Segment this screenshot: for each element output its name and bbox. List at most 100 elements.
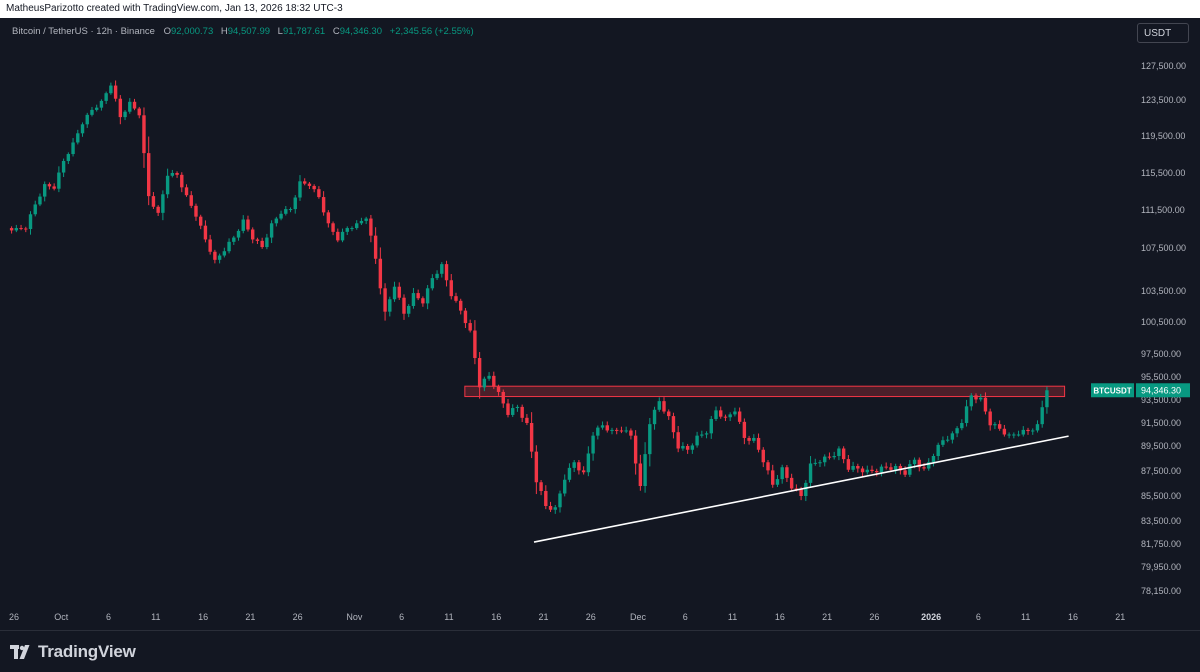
candle-body <box>799 489 803 496</box>
candle-body <box>723 416 728 418</box>
tradingview-logo[interactable]: TradingView <box>10 642 136 662</box>
candle-body <box>236 230 241 238</box>
candle-body <box>288 209 293 211</box>
y-axis-tick-label: 107,500.00 <box>1141 243 1186 253</box>
candle-body <box>151 196 156 207</box>
candle-body <box>657 401 661 410</box>
y-axis-tick-label: 115,500.00 <box>1141 168 1185 178</box>
candle-body <box>633 435 638 464</box>
candle-body <box>983 397 988 412</box>
candle-body <box>189 195 193 206</box>
candle-body <box>383 288 387 312</box>
candle-body <box>350 228 354 230</box>
candlestick-chart[interactable]: 127,500.00 123,500.00 119,500.00 115,500.00… <box>0 18 1200 630</box>
candle-body <box>733 411 737 415</box>
candle-body <box>714 410 718 419</box>
x-axis-tick-label: 16 <box>491 612 501 622</box>
candle-body <box>57 172 61 189</box>
candle-body <box>931 456 936 463</box>
candle-body <box>629 430 633 436</box>
candle-body <box>454 296 458 301</box>
candle-body <box>14 228 19 231</box>
x-axis-tick-label: 11 <box>1021 612 1030 622</box>
candle-body <box>99 100 104 108</box>
candle-body <box>378 258 383 289</box>
candle-body <box>128 101 132 112</box>
candle-body <box>875 471 879 473</box>
candle-body <box>667 411 671 417</box>
candle-body <box>813 462 817 464</box>
candle-body <box>147 153 151 197</box>
candle-body <box>274 218 279 224</box>
y-axis-tick-label: 123,500.00 <box>1141 95 1186 105</box>
candle-body <box>728 414 732 418</box>
candle-body <box>496 386 501 392</box>
candle-body <box>9 228 14 231</box>
candle-body <box>241 219 245 231</box>
symbol-legend[interactable]: Bitcoin / TetherUS · 12h · Binance O92,0… <box>12 26 479 37</box>
symbol-name[interactable]: Bitcoin / TetherUS · 12h · Binance <box>12 26 155 37</box>
candle-body <box>544 491 548 506</box>
candle-body <box>19 228 23 230</box>
candle-body <box>161 194 165 213</box>
candle-body <box>293 197 297 210</box>
candle-body <box>841 448 846 460</box>
candle-body <box>392 286 397 300</box>
candle-body <box>359 220 364 224</box>
candle-body <box>38 196 42 205</box>
y-axis-tick-label: 89,500.00 <box>1141 441 1181 451</box>
candle-body <box>889 467 893 470</box>
x-axis-tick-label: Oct <box>54 612 69 622</box>
candle-body <box>520 406 524 418</box>
candle-body <box>648 424 652 455</box>
chart-area[interactable]: 127,500.00 123,500.00 119,500.00 115,500.00… <box>0 18 1200 630</box>
candle-body <box>600 425 605 428</box>
candle-body <box>643 454 647 486</box>
candle-body <box>506 403 510 415</box>
x-axis-tick-label: 11 <box>444 612 453 622</box>
candle-body <box>482 378 487 388</box>
candle-body <box>397 286 401 298</box>
candle-body <box>255 239 260 241</box>
x-axis-tick-label: 16 <box>775 612 785 622</box>
change-value: +2,345.56 (+2.55%) <box>389 26 474 37</box>
candle-body <box>789 477 794 489</box>
candle-body <box>421 298 425 304</box>
candle-body <box>941 440 945 445</box>
attribution-text: MatheusParizotto created with TradingVie… <box>6 3 343 14</box>
candle-body <box>113 85 118 99</box>
x-axis-tick-label: 11 <box>151 612 160 622</box>
candle-body <box>468 323 472 331</box>
close-label: C <box>332 26 340 37</box>
candle-body <box>771 470 775 485</box>
candle-body <box>572 462 576 468</box>
candle-body <box>217 255 222 260</box>
candle-body <box>345 228 349 232</box>
candle-body <box>435 273 439 279</box>
y-axis-tick-label: 97,500.00 <box>1141 349 1181 359</box>
candle-body <box>832 456 836 458</box>
currency-button[interactable]: USDT <box>1137 23 1189 43</box>
x-axis-tick-label: 6 <box>683 612 688 622</box>
candle-body <box>1035 424 1040 431</box>
candle-body <box>898 466 903 471</box>
candle-body <box>610 429 614 431</box>
candle-body <box>80 124 85 134</box>
candle-body <box>269 223 274 238</box>
candle-body <box>331 223 335 232</box>
candle-body <box>71 142 75 155</box>
candle-body <box>369 218 373 236</box>
candle-body <box>312 185 316 190</box>
y-axis-tick-label: 78,150.00 <box>1141 586 1181 596</box>
candle-body <box>47 184 52 187</box>
tradingview-logo-icon <box>10 645 30 659</box>
candle-body <box>52 186 56 189</box>
candle-body <box>170 173 175 176</box>
candle-body <box>615 429 619 431</box>
x-axis-tick-label: 6 <box>976 612 981 622</box>
last-price-tag <box>1136 383 1190 398</box>
candle-body <box>1016 434 1021 436</box>
candle-body <box>737 411 742 422</box>
candle-body <box>373 235 378 259</box>
candle-body <box>194 205 198 217</box>
